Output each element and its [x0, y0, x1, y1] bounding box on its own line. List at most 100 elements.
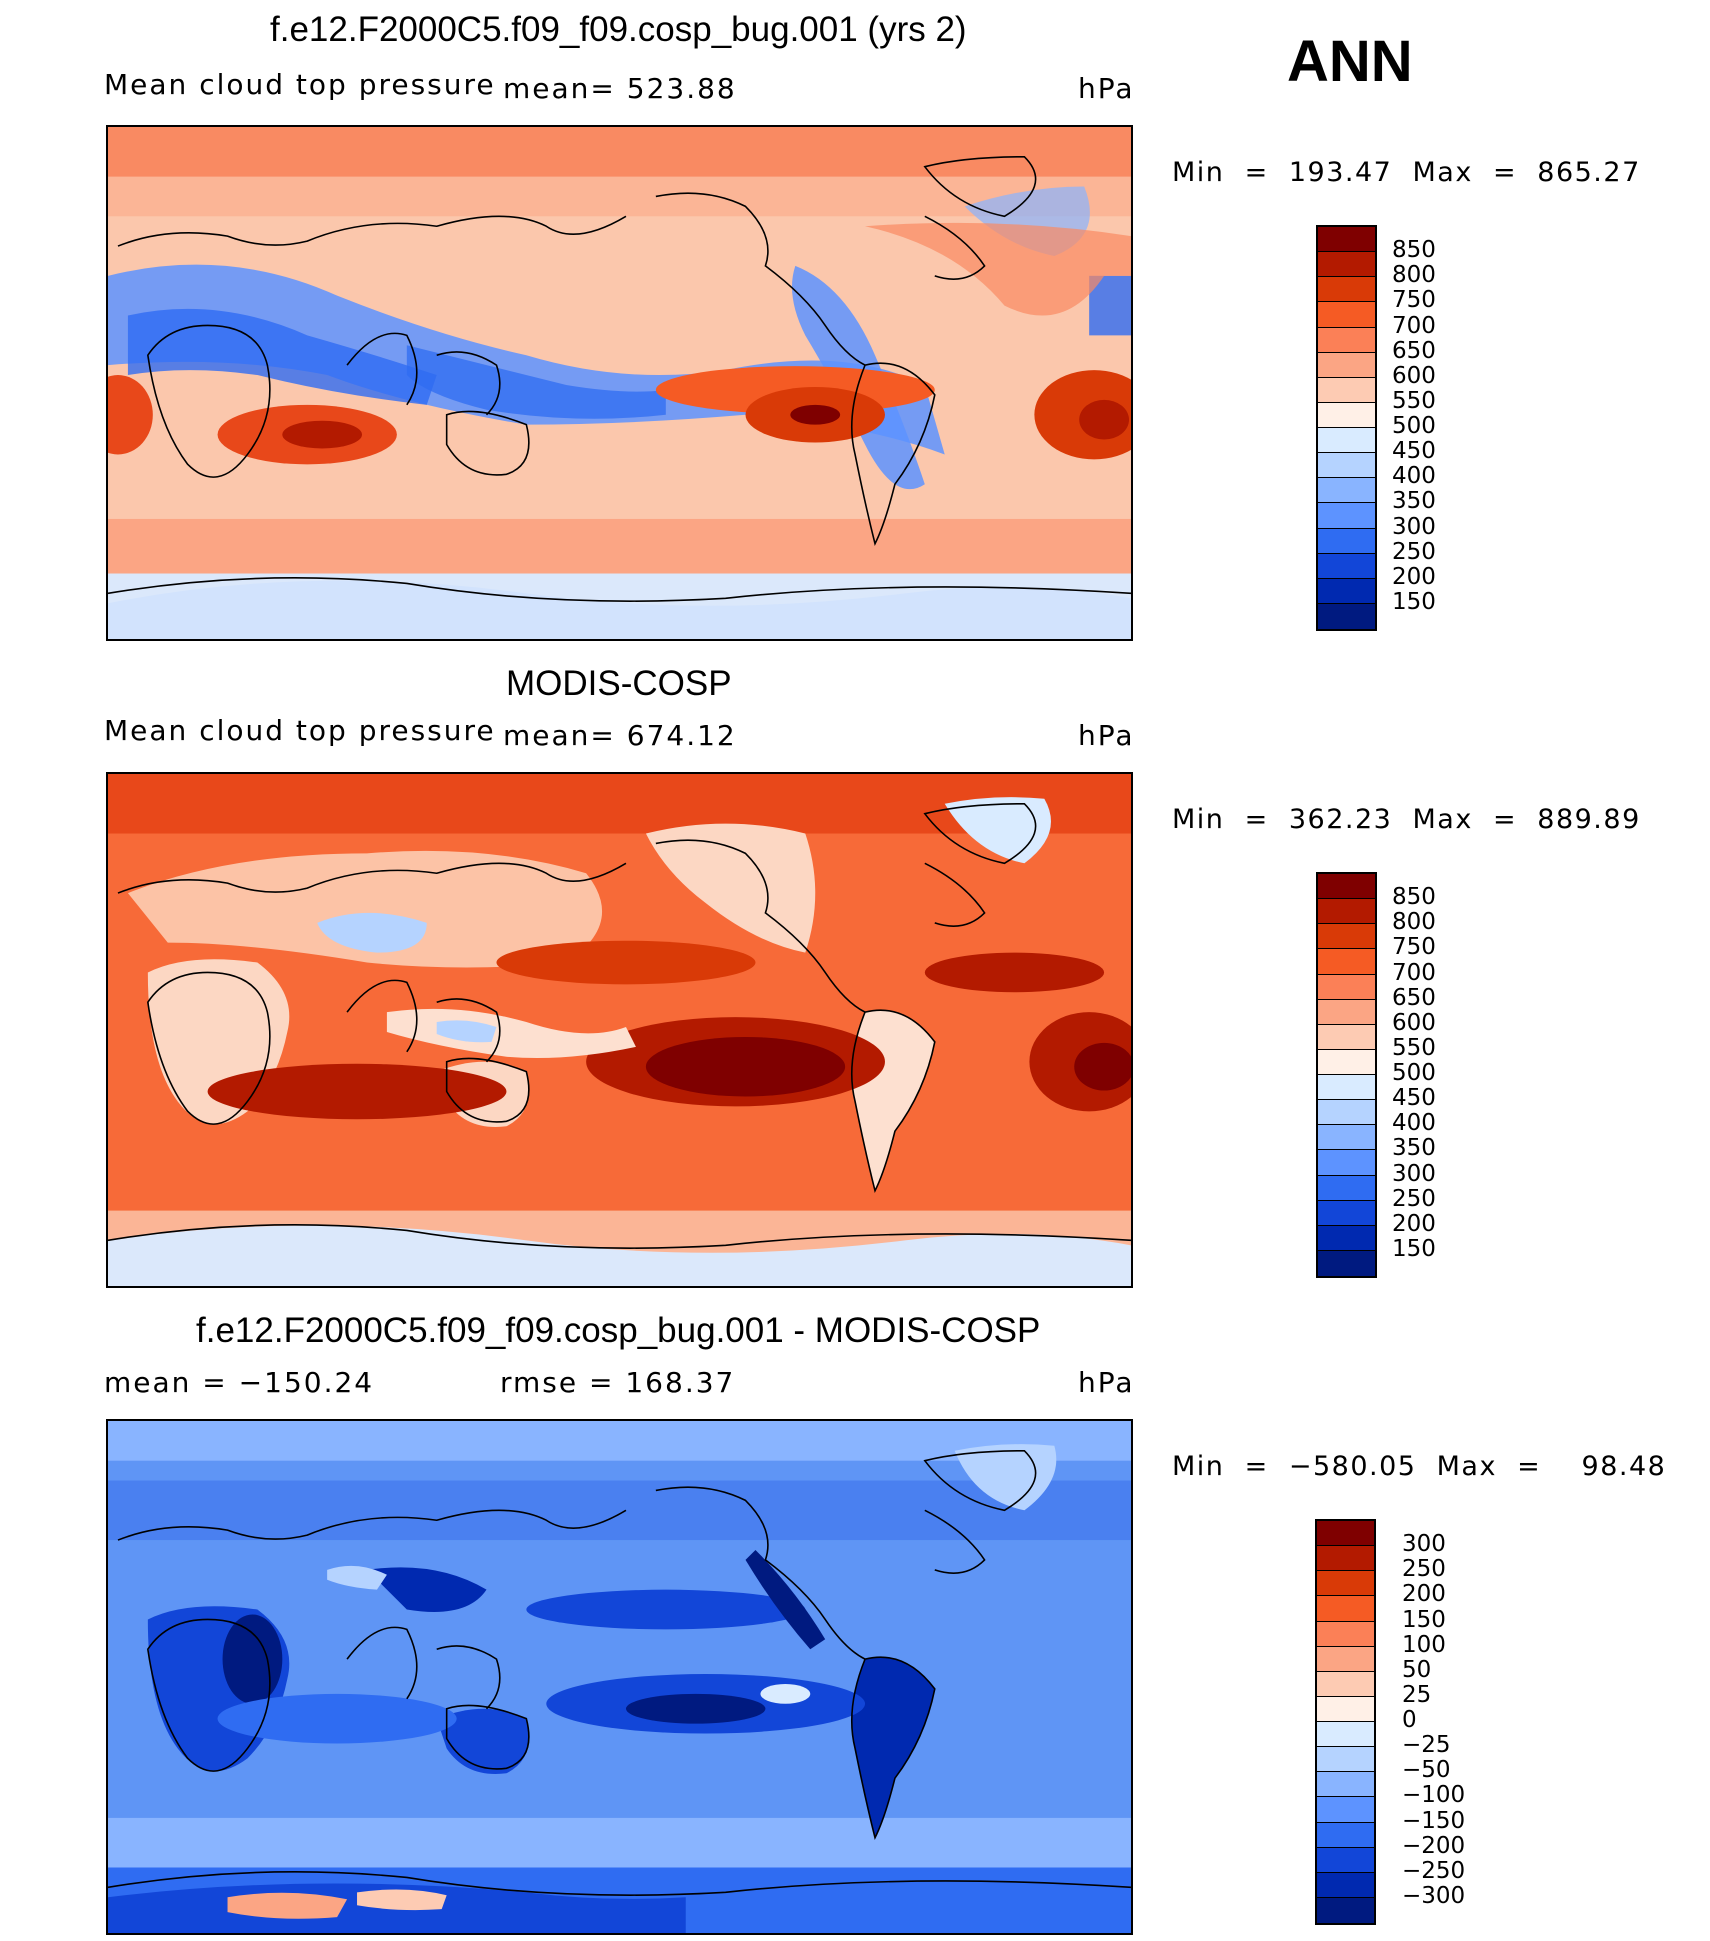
colorbar-swatch	[1318, 277, 1375, 303]
colorbar-tick-label: 200	[1402, 1581, 1446, 1608]
colorbar-tick-label: 700	[1392, 959, 1436, 986]
colorbar-tick-label: 500	[1392, 1060, 1436, 1086]
colorbar-swatch	[1318, 974, 1375, 1000]
colorbar-swatch	[1318, 1200, 1375, 1226]
season-label: ANN	[1287, 29, 1413, 94]
colorbar-swatch	[1317, 1646, 1374, 1672]
colorbar-tick-label: 650	[1392, 337, 1436, 364]
colorbar-tick-label: 800	[1392, 909, 1436, 936]
colorbar-swatch	[1318, 949, 1375, 975]
colorbar-tick-label: −250	[1402, 1857, 1466, 1884]
colorbar-tick-label: 150	[1402, 1606, 1446, 1633]
colorbar-swatch	[1318, 1125, 1375, 1151]
colorbar-swatch	[1318, 1250, 1375, 1276]
panel-1-colorbar-ticks: 850 800 750 700 650 600 550 500 450 400 350 300 250 2…	[1392, 225, 1512, 631]
colorbar-tick-label: 25	[1402, 1681, 1432, 1708]
colorbar-tick-label: 800	[1392, 262, 1436, 289]
colorbar-swatch	[1318, 402, 1375, 428]
colorbar-tick-label: −300	[1402, 1882, 1466, 1909]
panel-1-colorbar	[1316, 225, 1377, 631]
panel-3-units: hPa	[1078, 1366, 1135, 1399]
panel-1-units: hPa	[1078, 72, 1135, 105]
colorbar-tick-label: 700	[1392, 312, 1436, 339]
colorbar-tick-label: 450	[1392, 438, 1436, 465]
colorbar-swatch	[1318, 603, 1375, 629]
panel-2-mean-label: mean= 674.12	[503, 719, 737, 752]
colorbar-swatch	[1318, 899, 1375, 925]
colorbar-tick-label: 450	[1392, 1085, 1436, 1112]
panel-2-variable-label: Mean cloud top pressure	[104, 714, 496, 747]
panel-2-colorbar-ticks: 850 800 750 700 650 600 550 500 450 400 350 300 250 2…	[1392, 872, 1512, 1278]
colorbar-tick-label: 300	[1402, 1531, 1446, 1558]
colorbar-tick-label: 850	[1392, 884, 1436, 911]
colorbar-swatch	[1317, 1696, 1374, 1722]
colorbar-tick-label: 750	[1392, 287, 1436, 314]
panel-3-mean-label: mean = −150.24	[104, 1366, 375, 1399]
colorbar-swatch	[1318, 453, 1375, 479]
colorbar-swatch	[1318, 874, 1375, 900]
colorbar-swatch	[1317, 1772, 1374, 1798]
panel-3-minmax: Min = −580.05 Max = 98.48	[1172, 1451, 1667, 1482]
colorbar-tick-label: 600	[1392, 1009, 1436, 1036]
colorbar-swatch	[1318, 327, 1375, 353]
colorbar-swatch	[1318, 1024, 1375, 1050]
colorbar-swatch	[1317, 1571, 1374, 1597]
colorbar-tick-label: 850	[1392, 237, 1436, 264]
colorbar-swatch	[1317, 1722, 1374, 1748]
colorbar-tick-label: 200	[1392, 563, 1436, 590]
panel-3-rmse-label: rmse = 168.37	[500, 1366, 736, 1399]
colorbar-swatch	[1317, 1546, 1374, 1572]
colorbar-swatch	[1318, 1075, 1375, 1101]
panel-1-map	[106, 125, 1133, 641]
colorbar-swatch	[1318, 1225, 1375, 1251]
colorbar-swatch	[1318, 1049, 1375, 1075]
colorbar-tick-label: −25	[1402, 1732, 1451, 1759]
colorbar-swatch	[1318, 503, 1375, 529]
colorbar-swatch	[1318, 1100, 1375, 1126]
colorbar-swatch	[1318, 578, 1375, 604]
colorbar-tick-label: 300	[1392, 513, 1436, 540]
colorbar-tick-label: 400	[1392, 463, 1436, 490]
colorbar-swatch	[1318, 352, 1375, 378]
panel-2-title: MODIS-COSP	[506, 664, 732, 703]
colorbar-swatch	[1317, 1621, 1374, 1647]
colorbar-swatch	[1318, 227, 1375, 253]
colorbar-tick-label: −150	[1402, 1807, 1466, 1834]
panel-3-colorbar-ticks: 300 250 200 150 100 50 25 0 −25 −50 −100 −150 −200 −2…	[1402, 1519, 1522, 1925]
panel-2-minmax: Min = 362.23 Max = 889.89	[1172, 804, 1641, 835]
colorbar-swatch	[1317, 1847, 1374, 1873]
colorbar-swatch	[1317, 1747, 1374, 1773]
colorbar-swatch	[1317, 1797, 1374, 1823]
colorbar-tick-label: 100	[1402, 1631, 1446, 1658]
colorbar-swatch	[1317, 1897, 1374, 1923]
colorbar-tick-label: 550	[1392, 387, 1436, 414]
colorbar-tick-label: 0	[1402, 1707, 1417, 1733]
colorbar-swatch	[1318, 428, 1375, 454]
colorbar-swatch	[1318, 553, 1375, 579]
colorbar-tick-label: 300	[1392, 1160, 1436, 1187]
colorbar-swatch	[1317, 1671, 1374, 1697]
panel-2-units: hPa	[1078, 719, 1135, 752]
colorbar-swatch	[1317, 1596, 1374, 1622]
panel-1-title: f.e12.F2000C5.f09_f09.cosp_bug.001 (yrs …	[270, 10, 967, 49]
colorbar-tick-label: 250	[1392, 538, 1436, 565]
colorbar-tick-label: 500	[1392, 413, 1436, 439]
colorbar-tick-label: 250	[1392, 1185, 1436, 1212]
colorbar-swatch	[1318, 377, 1375, 403]
colorbar-tick-label: 350	[1392, 1135, 1436, 1162]
colorbar-tick-label: −100	[1402, 1782, 1466, 1809]
colorbar-tick-label: 750	[1392, 934, 1436, 961]
colorbar-tick-label: 600	[1392, 362, 1436, 389]
panel-1-mean-label: mean= 523.88	[503, 72, 737, 105]
panel-3-title: f.e12.F2000C5.f09_f09.cosp_bug.001 - MOD…	[196, 1311, 1041, 1350]
panel-1-minmax: Min = 193.47 Max = 865.27	[1172, 157, 1641, 188]
panel-3-map	[106, 1419, 1133, 1935]
colorbar-tick-label: 350	[1392, 488, 1436, 515]
colorbar-swatch	[1318, 999, 1375, 1025]
colorbar-swatch	[1318, 924, 1375, 950]
panel-1-variable-label: Mean cloud top pressure	[104, 68, 496, 101]
panel-3-colorbar	[1315, 1519, 1376, 1925]
colorbar-swatch	[1318, 528, 1375, 554]
colorbar-tick-label: 650	[1392, 984, 1436, 1011]
colorbar-swatch	[1318, 1150, 1375, 1176]
